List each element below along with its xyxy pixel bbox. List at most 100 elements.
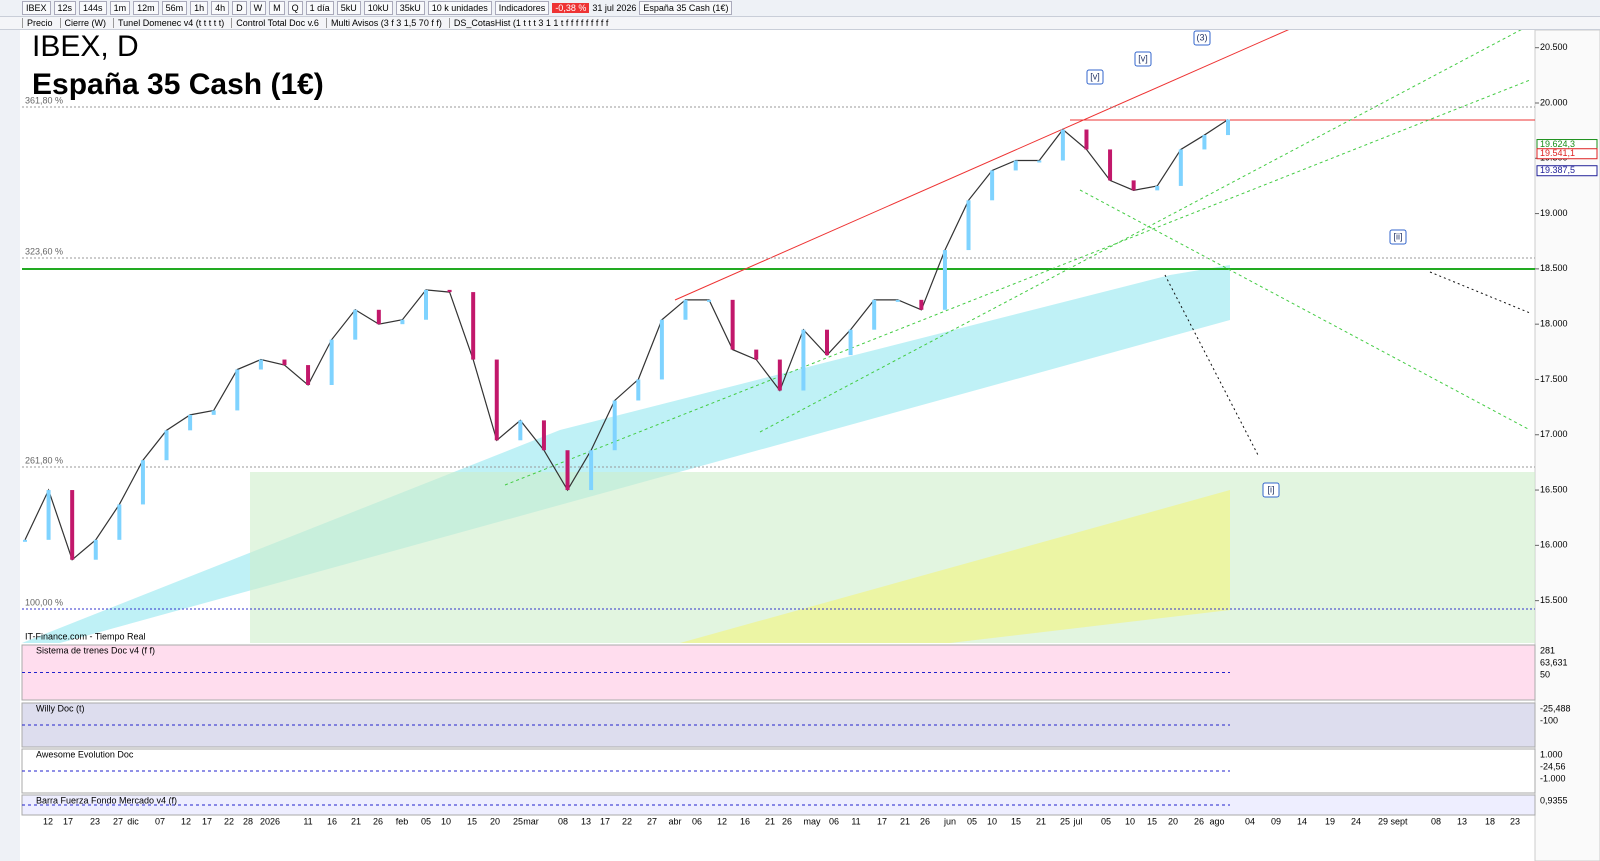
interval-button[interactable]: 4h [211, 1, 230, 15]
candle [70, 490, 75, 560]
x-tick-label: 10 [987, 816, 997, 826]
interval-button[interactable]: W [249, 1, 267, 15]
indicator[interactable]: Cierre (W) [59, 18, 111, 28]
x-tick-label: 27 [113, 816, 123, 826]
x-tick-label: ago [1209, 816, 1224, 826]
unit-button[interactable]: 5kU [336, 1, 361, 15]
x-tick-label: 22 [622, 816, 632, 826]
x-tick-label: 13 [581, 816, 591, 826]
candle [353, 309, 358, 340]
candle [140, 460, 145, 505]
candle [1037, 160, 1042, 163]
x-tick-label: 17 [202, 816, 212, 826]
interval-button[interactable]: Q [287, 1, 303, 15]
candle [1178, 149, 1183, 186]
price-line [24, 119, 1229, 561]
interval-button[interactable]: 144s [79, 1, 107, 15]
unit-button[interactable]: 35kU [395, 1, 425, 15]
indicators[interactable]: Indicadores [494, 1, 550, 15]
x-tick-label: 04 [1245, 816, 1255, 826]
indicator[interactable]: Control Total Doc v.6 [231, 18, 323, 28]
x-tick-label: 29 [1378, 816, 1388, 826]
panel-title: Sistema de trenes Doc v4 (f f) [36, 645, 155, 655]
candle [1013, 160, 1018, 171]
x-tick-label: 17 [877, 816, 887, 826]
x-tick-label: 17 [63, 816, 73, 826]
symbol[interactable]: IBEX [22, 1, 51, 15]
y-tick-label: 15.500 [1540, 595, 1568, 605]
candle [1060, 129, 1065, 161]
x-tick-label: 15 [467, 816, 477, 826]
candle [494, 359, 499, 441]
interval-button[interactable]: M [269, 1, 285, 15]
price-tag-label: 19.624,3 [1540, 139, 1575, 149]
candle [565, 450, 570, 491]
panel-label: -100 [1540, 715, 1558, 725]
change[interactable]: -0,38 % [552, 3, 590, 13]
candle [23, 539, 27, 542]
x-tick-label: 23 [1510, 816, 1520, 826]
interval-button[interactable]: 56m [161, 1, 188, 15]
candle [942, 250, 947, 310]
toolbar: IBEX 12s 144s 1m 12m 56m 1h 4h D W M Q 1 día 5kU 10kU 3… [0, 0, 1600, 17]
candle [376, 309, 381, 325]
candle [848, 329, 853, 356]
candle [872, 299, 877, 330]
x-tick-label: 16 [740, 816, 750, 826]
date[interactable]: 31 jul 2026 [592, 3, 637, 13]
x-tick-label: 21 [900, 816, 910, 826]
wave-label: [ii] [1394, 231, 1403, 241]
y-tick-label: 19.000 [1540, 208, 1568, 218]
x-tick-label: 09 [1271, 816, 1281, 826]
interval-button[interactable]: D [232, 1, 247, 15]
indicator[interactable]: Precio [22, 18, 57, 28]
wave-box [1193, 30, 1211, 46]
interval-button[interactable]: 12s [53, 1, 77, 15]
fib-label: 261,80 % [25, 455, 63, 465]
price-tag [1536, 148, 1598, 160]
wave-box [1134, 51, 1152, 67]
candle [93, 539, 98, 560]
y-tick-label: 17.500 [1540, 374, 1568, 384]
chart: IBEX, D España 35 Cash (1€) IT-Finance.c… [0, 30, 1600, 861]
x-tick-label: 11 [851, 816, 860, 826]
candle [589, 450, 594, 491]
candle [1084, 129, 1089, 150]
x-tick-label: feb [396, 816, 409, 826]
y-tick-label: 17.000 [1540, 429, 1568, 439]
zone-yellow [680, 490, 1230, 643]
period[interactable]: 1 día [305, 1, 334, 15]
panel-title: Awesome Evolution Doc [36, 749, 134, 759]
candle [282, 359, 287, 366]
candle [211, 410, 216, 415]
candle [1226, 119, 1230, 136]
panel-label: 50 [1540, 669, 1550, 679]
channel [1079, 189, 1531, 431]
candle [117, 504, 122, 540]
indicator[interactable]: DS_CotasHist (1 t t t 3 1 1 t f f f f f … [448, 18, 613, 28]
interval-button[interactable]: 1m [109, 1, 131, 15]
unit-select[interactable]: 10 k unidades [427, 1, 492, 15]
unit-button[interactable]: 10kU [363, 1, 393, 15]
x-tick-label: 18 [1485, 816, 1495, 826]
x-tick-label: 20 [490, 816, 500, 826]
instrument[interactable]: España 35 Cash (1€) [639, 1, 733, 15]
candle [801, 329, 806, 391]
candle [659, 319, 664, 380]
interval-button[interactable]: 1h [190, 1, 209, 15]
indicator[interactable]: Tunel Domenec v4 (t t t t t) [113, 18, 228, 28]
x-tick-label: 06 [829, 816, 839, 826]
x-tick-label: 15 [1011, 816, 1021, 826]
x-tick-label: 10 [1125, 816, 1135, 826]
candle [754, 349, 759, 360]
x-tick-label: 26 [920, 816, 930, 826]
x-tick-label: 05 [967, 816, 977, 826]
indicator[interactable]: Multi Avisos (3 f 3 1,5 70 f f) [325, 18, 446, 28]
candle [919, 299, 924, 310]
interval-button[interactable]: 12m [133, 1, 159, 15]
wave-box [1086, 69, 1104, 85]
x-tick-label: 26 [782, 816, 792, 826]
wave-box [1389, 229, 1407, 245]
x-tick-label: 05 [421, 816, 431, 826]
candle [777, 359, 782, 391]
